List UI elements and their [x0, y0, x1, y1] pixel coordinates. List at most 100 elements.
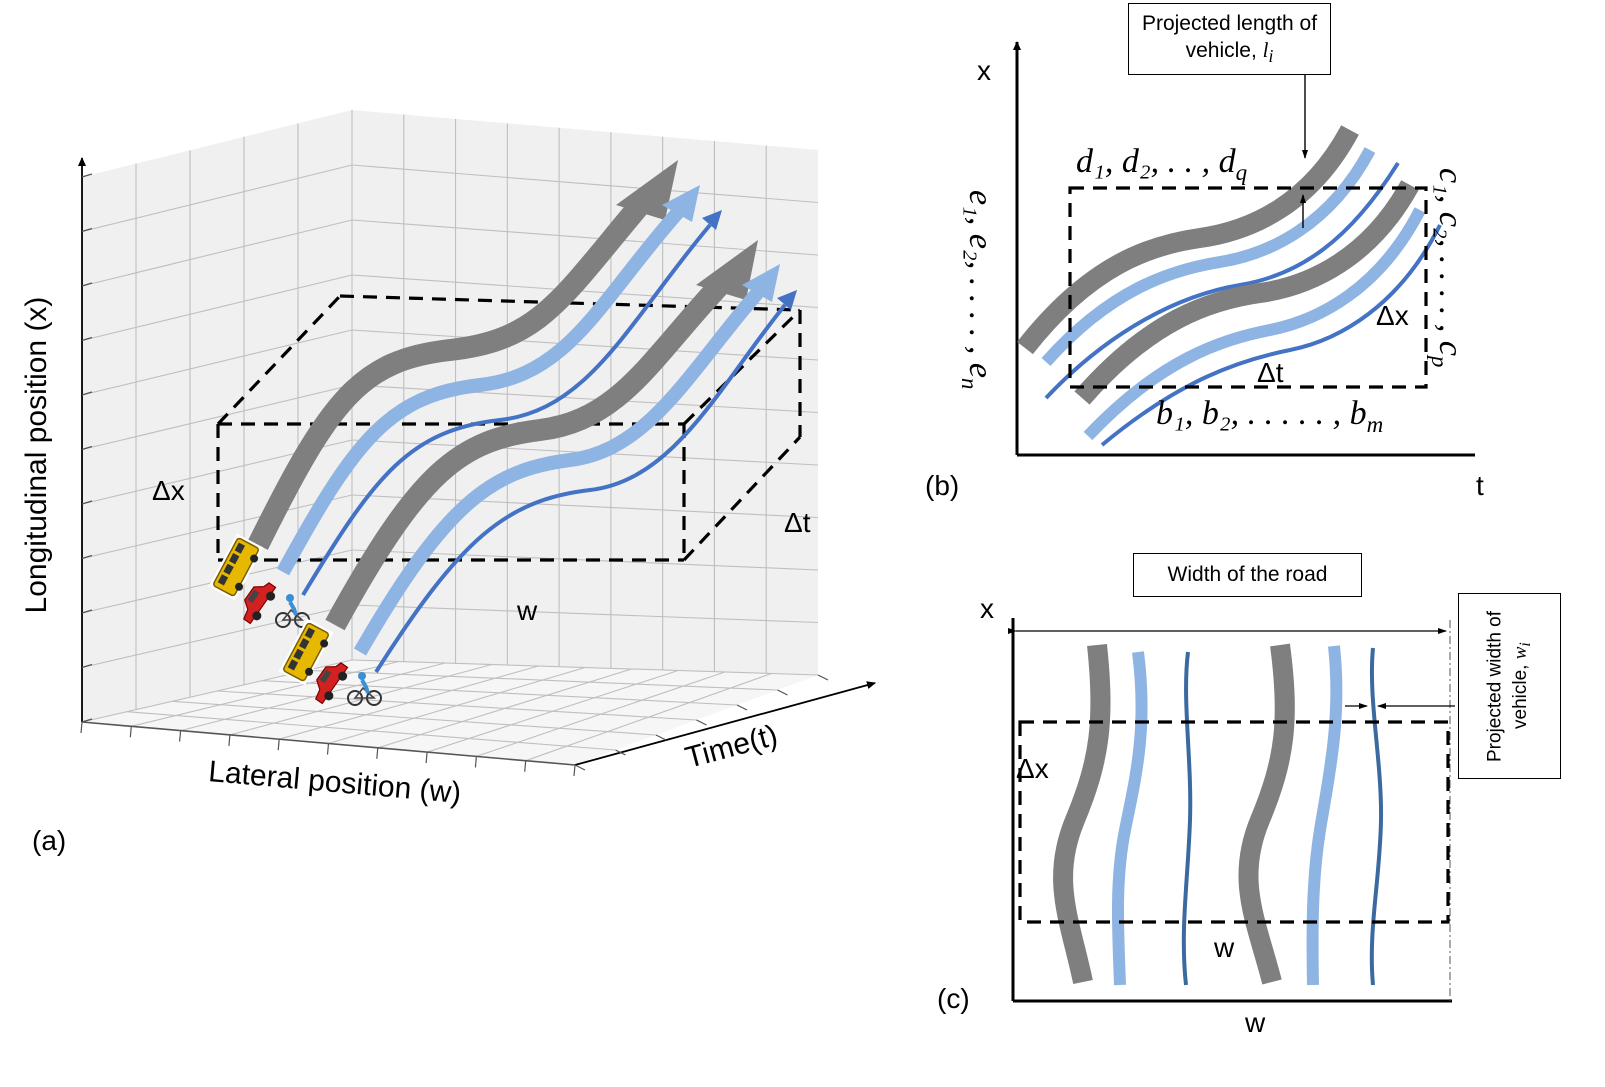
bike-trajectory-1 — [301, 223, 712, 597]
axis-tick — [81, 282, 93, 287]
panel-c-label: (c) — [937, 983, 970, 1014]
grid-line — [81, 274, 353, 342]
floor — [82, 660, 818, 765]
c-bus-track-1 — [1053, 643, 1111, 985]
grid-line — [351, 329, 819, 361]
b-right-label: c₁, c₂, . . . . , cp — [1427, 168, 1469, 367]
axis-tick — [326, 743, 330, 755]
axis-tick — [524, 760, 527, 772]
car-arrowhead-2 — [742, 264, 780, 302]
axis-tick — [228, 734, 231, 746]
w-axis-title: Lateral position (w) — [207, 755, 462, 810]
grid-line — [351, 604, 819, 624]
c-car-track-1 — [1111, 651, 1148, 986]
car-arrowhead-1 — [662, 185, 700, 222]
t-axis-line — [574, 681, 876, 766]
bike-trajectory-2 — [374, 303, 787, 674]
axis-tick — [573, 764, 576, 777]
c-trajectories — [1053, 643, 1384, 986]
b-left-label: e₁, e₂, . . . . , en — [957, 190, 999, 389]
axis-tick — [81, 609, 93, 614]
grid-line — [81, 164, 353, 233]
axis-tick — [817, 674, 829, 681]
b-t-axis-label: t — [1476, 470, 1484, 501]
b-car-track-1 — [1041, 147, 1376, 366]
axis-tick — [425, 752, 428, 764]
axis-tick — [81, 173, 93, 178]
axis-tick — [277, 739, 280, 751]
c-box-w-label: w — [1213, 932, 1235, 963]
grid-line — [351, 164, 819, 204]
c-road-width-callout: Width of the road — [1133, 553, 1362, 597]
grid-line — [81, 329, 353, 396]
grid-line — [306, 669, 778, 691]
vehicle-group-2 — [278, 618, 382, 706]
axis-tick — [376, 747, 379, 759]
panel-a-label: (a) — [32, 825, 66, 856]
box-height-label: Δx — [152, 475, 185, 506]
bike-icon — [275, 594, 310, 628]
vehicle-group-1 — [208, 533, 310, 628]
car-icon — [242, 582, 277, 625]
bus-trajectory-2 — [325, 277, 729, 631]
car-trajectory-2 — [353, 285, 766, 656]
c-car-track-2 — [1306, 645, 1343, 986]
bike-arrowhead-2 — [777, 290, 797, 310]
grid-line — [171, 700, 657, 736]
axis-ticks — [80, 173, 829, 777]
grid-line — [216, 690, 697, 721]
bus-icon — [278, 618, 334, 686]
axis-tick — [81, 227, 93, 233]
grid-line — [351, 274, 819, 309]
grid-line — [81, 384, 353, 451]
c-bus-track-2 — [1238, 643, 1295, 985]
c-x-axis-label: x — [980, 593, 994, 624]
b-bus-track-2 — [1074, 180, 1419, 405]
axis-tick — [736, 704, 748, 711]
grid-line — [351, 219, 819, 256]
axis-tick — [81, 445, 93, 451]
c-dashed-box — [1018, 720, 1450, 924]
panel-b-label: (b) — [925, 470, 959, 501]
axis-tick — [129, 726, 132, 738]
c-bike-track-2 — [1369, 647, 1384, 986]
b-car-track-2 — [1083, 207, 1426, 441]
bike-icon — [347, 672, 382, 706]
b-x-axis-label: x — [977, 55, 991, 86]
c-box-x-label: Δx — [1016, 753, 1049, 784]
b-bike-track-1 — [1044, 161, 1400, 400]
axis-tick — [655, 734, 667, 741]
b-box-t-label: Δt — [1257, 357, 1284, 388]
axis-tick — [80, 721, 83, 734]
y-axis-title: Longitudinal position (x) — [20, 297, 53, 614]
c-w-axis-label: w — [1244, 1007, 1266, 1038]
axis-tick — [615, 749, 626, 756]
axis-tick — [81, 663, 93, 669]
bike-arrowhead-1 — [702, 210, 722, 230]
car-trajectory-1 — [276, 205, 686, 576]
axis-tick — [777, 689, 788, 696]
panel-a: Longitudinal position (x) Lateral positi… — [20, 110, 876, 856]
b-length-callout: Projected length of vehicle, li — [1128, 3, 1331, 75]
panel-c: x w Δx w (c) — [937, 593, 1455, 1038]
b-bike-track-2 — [1100, 224, 1442, 447]
panel-b: x t d₁, d₂, . . , dq e₁, e₂, . . . . , e… — [925, 41, 1484, 501]
axis-tick — [474, 756, 477, 768]
b-top-label: d₁, d₂, . . , dq — [1076, 143, 1247, 185]
car-icon — [314, 662, 349, 705]
trajectories-3d — [248, 160, 797, 674]
box-depth-label: Δt — [784, 507, 811, 538]
box-width-label: w — [516, 595, 538, 626]
bus-icon — [208, 533, 264, 601]
b-box-x-label: Δx — [1376, 300, 1409, 331]
t-axis-title: Time(t) — [682, 719, 781, 775]
back-wall — [352, 110, 818, 675]
c-bike-track-1 — [1181, 651, 1193, 986]
axis-tick — [179, 730, 182, 742]
axis-tick — [81, 336, 93, 342]
b-bottom-label: b₁, b₂, . . . . . , bm — [1156, 395, 1383, 437]
axis-tick — [81, 554, 93, 560]
c-vehicle-width-callout: Projected width of vehicle, wi — [1458, 593, 1561, 779]
grid-line — [81, 219, 353, 287]
